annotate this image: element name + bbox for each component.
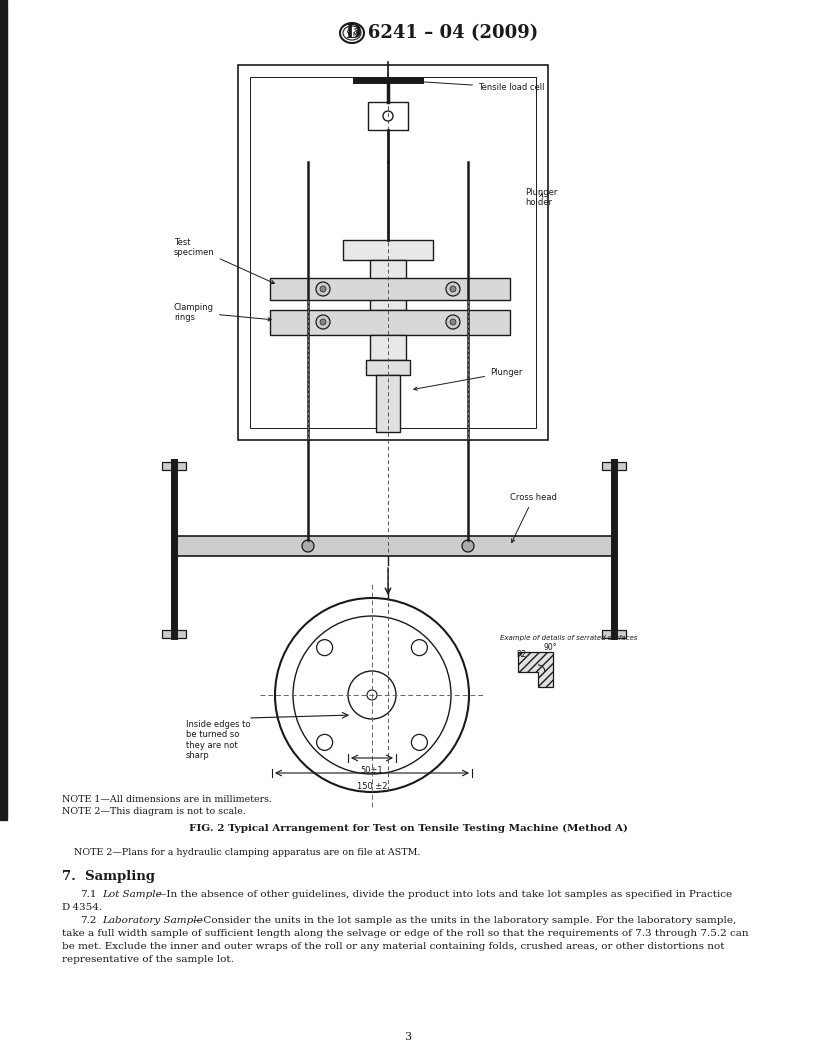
Circle shape	[383, 111, 393, 121]
Text: 7.1: 7.1	[80, 890, 96, 899]
Circle shape	[450, 286, 456, 293]
Circle shape	[446, 282, 460, 296]
Text: FIG. 2 Typical Arrangement for Test on Tensile Testing Machine (Method A): FIG. 2 Typical Arrangement for Test on T…	[188, 824, 628, 833]
Text: 90°: 90°	[543, 643, 557, 652]
Text: Clamping
rings: Clamping rings	[174, 303, 271, 322]
Text: Plunger
holder: Plunger holder	[525, 188, 557, 207]
Text: representative of the sample lot.: representative of the sample lot.	[62, 955, 234, 964]
Text: be met. Exclude the inner and outer wraps of the roll or any material containing: be met. Exclude the inner and outer wrap…	[62, 942, 725, 951]
Bar	[370, 335, 406, 360]
Polygon shape	[518, 652, 553, 687]
Text: NOTE 1—All dimensions are in millimeters.: NOTE 1—All dimensions are in millimeters…	[62, 795, 272, 804]
Text: NOTE 2—Plans for a hydraulic clamping apparatus are on file at ASTM.: NOTE 2—Plans for a hydraulic clamping ap…	[74, 848, 420, 857]
Bar	[250, 77, 536, 428]
Text: NOTE 2—This diagram is not to scale.: NOTE 2—This diagram is not to scale.	[62, 807, 246, 816]
Bar	[368, 102, 408, 130]
Circle shape	[302, 540, 314, 552]
Text: M: M	[353, 33, 357, 38]
Bar	[343, 240, 433, 260]
Circle shape	[316, 282, 330, 296]
Bar	[602, 463, 626, 470]
Circle shape	[320, 286, 326, 293]
Text: 50±1: 50±1	[361, 766, 384, 775]
Text: Inside edges to
be turned so
they are not
sharp: Inside edges to be turned so they are no…	[186, 720, 251, 760]
Bar	[370, 260, 406, 310]
Bar	[238, 65, 548, 440]
Text: 7.  Sampling: 7. Sampling	[62, 870, 155, 883]
Text: Cross head: Cross head	[510, 493, 557, 543]
Circle shape	[320, 319, 326, 325]
Text: Plunger: Plunger	[414, 367, 522, 391]
Text: 3: 3	[405, 1032, 411, 1042]
Text: —In the absence of other guidelines, divide the product into lots and take lot s: —In the absence of other guidelines, div…	[156, 890, 732, 899]
Text: R2: R2	[516, 650, 526, 659]
Bar	[0, 0, 7, 821]
Text: T: T	[348, 33, 351, 38]
Bar	[270, 310, 510, 335]
Bar	[602, 630, 626, 638]
Bar	[174, 536, 614, 557]
Bar	[162, 630, 186, 638]
Text: D 6241 – 04 (2009): D 6241 – 04 (2009)	[346, 24, 538, 42]
Text: take a full width sample of sufficient length along the selvage or edge of the r: take a full width sample of sufficient l…	[62, 929, 748, 938]
Bar	[270, 278, 510, 300]
Text: S: S	[353, 29, 357, 34]
Text: D 4354.: D 4354.	[62, 903, 102, 912]
Circle shape	[316, 315, 330, 329]
Text: —Consider the units in the lot sample as the units in the laboratory sample. For: —Consider the units in the lot sample as…	[193, 916, 736, 925]
Circle shape	[462, 540, 474, 552]
Text: A: A	[347, 29, 351, 34]
Circle shape	[450, 319, 456, 325]
Text: Lot Sample: Lot Sample	[102, 890, 162, 899]
Text: 150 ±2: 150 ±2	[357, 782, 388, 791]
Bar	[366, 360, 410, 375]
Bar	[376, 375, 400, 432]
Circle shape	[446, 315, 460, 329]
Text: Laboratory Sample: Laboratory Sample	[102, 916, 202, 925]
Text: Test
specimen: Test specimen	[174, 238, 274, 284]
Text: Example of details of serrated surfaces: Example of details of serrated surfaces	[500, 635, 637, 641]
Bar	[162, 463, 186, 470]
Text: 7.2: 7.2	[80, 916, 96, 925]
Text: Tensile load cell: Tensile load cell	[397, 79, 544, 92]
